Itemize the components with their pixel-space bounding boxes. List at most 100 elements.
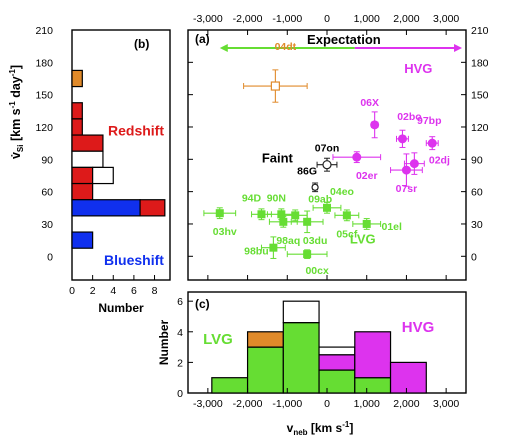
scatter-panel: -3,000 -2,000 -1,000 0 1,000 2,000 3,000 0 0 30 30… — [35, 13, 489, 281]
x-tick-label-c: 2,000 — [393, 398, 419, 410]
x-tick-label-b: 8 — [152, 285, 158, 297]
y-tick-label-a-left: 180 — [35, 57, 53, 69]
faint-label-a: Faint — [262, 151, 294, 166]
x-tick-label-b: 0 — [69, 285, 75, 297]
point-label-03du: 03du — [303, 235, 328, 247]
point-label-00cx: 00cx — [305, 265, 329, 277]
x-tick-label-b: 2 — [90, 285, 96, 297]
y-tick-label-a-left: 120 — [35, 122, 53, 134]
x-tick-label-b: 4 — [110, 285, 116, 297]
x-tick-label-c: 3,000 — [433, 398, 459, 410]
x-axis-title-c-sub: neb — [293, 428, 307, 437]
data-point-86G: 86G — [297, 165, 319, 193]
marker-square — [215, 209, 224, 218]
data-point-04dt: 04dt — [243, 41, 308, 103]
y-axis-title-a-sup1: -1 — [8, 101, 17, 109]
point-label-86G: 86G — [297, 165, 317, 177]
panel-label-b: (b) — [134, 37, 149, 51]
data-point-05cf: 05cf — [334, 209, 360, 240]
y-axis-title-a-symbol: v̇ — [9, 152, 23, 159]
hist-bar-b-blue — [71, 231, 94, 249]
x-axis-title-c-unit: [km s — [308, 421, 343, 435]
hist-bar-b-red — [71, 166, 94, 185]
hist-bar-c-magenta — [389, 361, 427, 394]
point-label-02er: 02er — [356, 170, 378, 182]
hist-bar-c-green — [318, 369, 356, 394]
x-axis-title-b: Number — [98, 301, 144, 315]
marker-circle — [401, 165, 411, 175]
y-axis-title-a-mid: day — [9, 76, 23, 101]
y-tick-label-a-right: 0 — [471, 251, 477, 263]
hvg-label-c: HVG — [402, 319, 435, 336]
y-axis-title-a-end: ] — [9, 65, 23, 69]
data-point-07on: 07on — [315, 143, 340, 172]
svg-text:v̇Si [km s-1 day-1]: v̇Si [km s-1 day-1] — [8, 65, 25, 159]
marker-circle — [427, 138, 437, 148]
data-point-00cx: 00cx — [286, 249, 329, 277]
hist-bar-b-red — [71, 182, 94, 201]
x-tick-label-a: 2,000 — [393, 13, 419, 25]
x-tick-label-a: 0 — [324, 13, 330, 25]
y-tick-label-a-right: 150 — [471, 90, 489, 102]
histogram-panel-vertical: (b) 0 2 4 6 8 Number Redshift Blueshift — [69, 29, 171, 315]
marker-square — [323, 203, 331, 212]
marker-open-square — [270, 81, 280, 91]
marker-square — [277, 210, 286, 219]
point-label-07sr: 07sr — [396, 183, 418, 195]
x-tick-label-c: 0 — [324, 398, 330, 410]
redshift-label: Redshift — [108, 123, 164, 139]
y-tick-label-a-left: 0 — [47, 251, 53, 263]
x-tick-label-c: -1,000 — [272, 398, 302, 410]
x-tick-label-a: -3,000 — [193, 13, 223, 25]
y-tick-label-a-left: 60 — [41, 187, 53, 199]
x-tick-label-a: -1,000 — [272, 13, 302, 25]
marker-square — [279, 217, 288, 226]
point-label-09ab: 09ab — [308, 193, 332, 205]
lvg-label-c: LVG — [203, 331, 233, 348]
data-point-06X: 06X — [360, 97, 380, 139]
hist-bar-c-green — [354, 377, 392, 394]
data-point-03du: 03du — [290, 210, 328, 247]
marker-square — [303, 250, 312, 259]
expectation-arrowhead-hvg — [454, 44, 463, 52]
point-label-04dt: 04dt — [275, 41, 297, 53]
point-label-01el: 01el — [381, 221, 402, 233]
histogram-panel-horizontal: (c) -3,000 -2,000 -1,000 0 1,000 2,000 3,000 0 2 4… — [157, 291, 467, 410]
hist-bar-b-red — [139, 199, 166, 217]
y-tick-label-a-right: 210 — [471, 25, 489, 37]
panel-label-c: (c) — [195, 297, 210, 311]
y-tick-label-a-right: 120 — [471, 122, 489, 134]
marker-open-circle — [322, 160, 332, 170]
panel-label-a: (a) — [195, 32, 210, 46]
x-tick-label-a: 3,000 — [433, 13, 459, 25]
data-point-98bu: 98bu — [244, 236, 286, 259]
hist-bar-b-white — [92, 166, 114, 185]
marker-open-circle — [311, 183, 319, 191]
hist-bar-c-magenta — [318, 354, 356, 371]
marker-circle — [370, 120, 380, 130]
y-tick-label-c: 0 — [177, 388, 183, 400]
point-label-98bu: 98bu — [244, 246, 269, 258]
x-tick-label-c: -2,000 — [233, 398, 263, 410]
hvg-label-a: HVG — [404, 61, 432, 76]
marker-square — [291, 211, 300, 220]
marker-circle — [352, 152, 362, 162]
y-axis-title-a-sup2: -1 — [8, 69, 17, 77]
x-tick-label-b: 6 — [131, 285, 137, 297]
point-label-03hv: 03hv — [213, 226, 237, 238]
hist-bar-b-red — [71, 118, 83, 136]
data-point-04eo: 04eo — [312, 186, 354, 214]
hist-bar-b-orange — [71, 69, 83, 88]
marker-square — [269, 243, 278, 252]
point-label-07on: 07on — [315, 143, 340, 155]
marker-square — [362, 219, 371, 228]
y-tick-label-a-right: 60 — [471, 187, 483, 199]
marker-square — [257, 210, 266, 219]
point-label-04eo: 04eo — [330, 186, 354, 198]
marker-square — [303, 217, 312, 226]
hist-bar-c-green — [282, 322, 320, 394]
marker-circle — [409, 159, 419, 169]
y-tick-label-a-left: 210 — [35, 25, 53, 37]
y-tick-label-c: 2 — [177, 357, 183, 369]
y-tick-label-a-right: 30 — [471, 219, 483, 231]
